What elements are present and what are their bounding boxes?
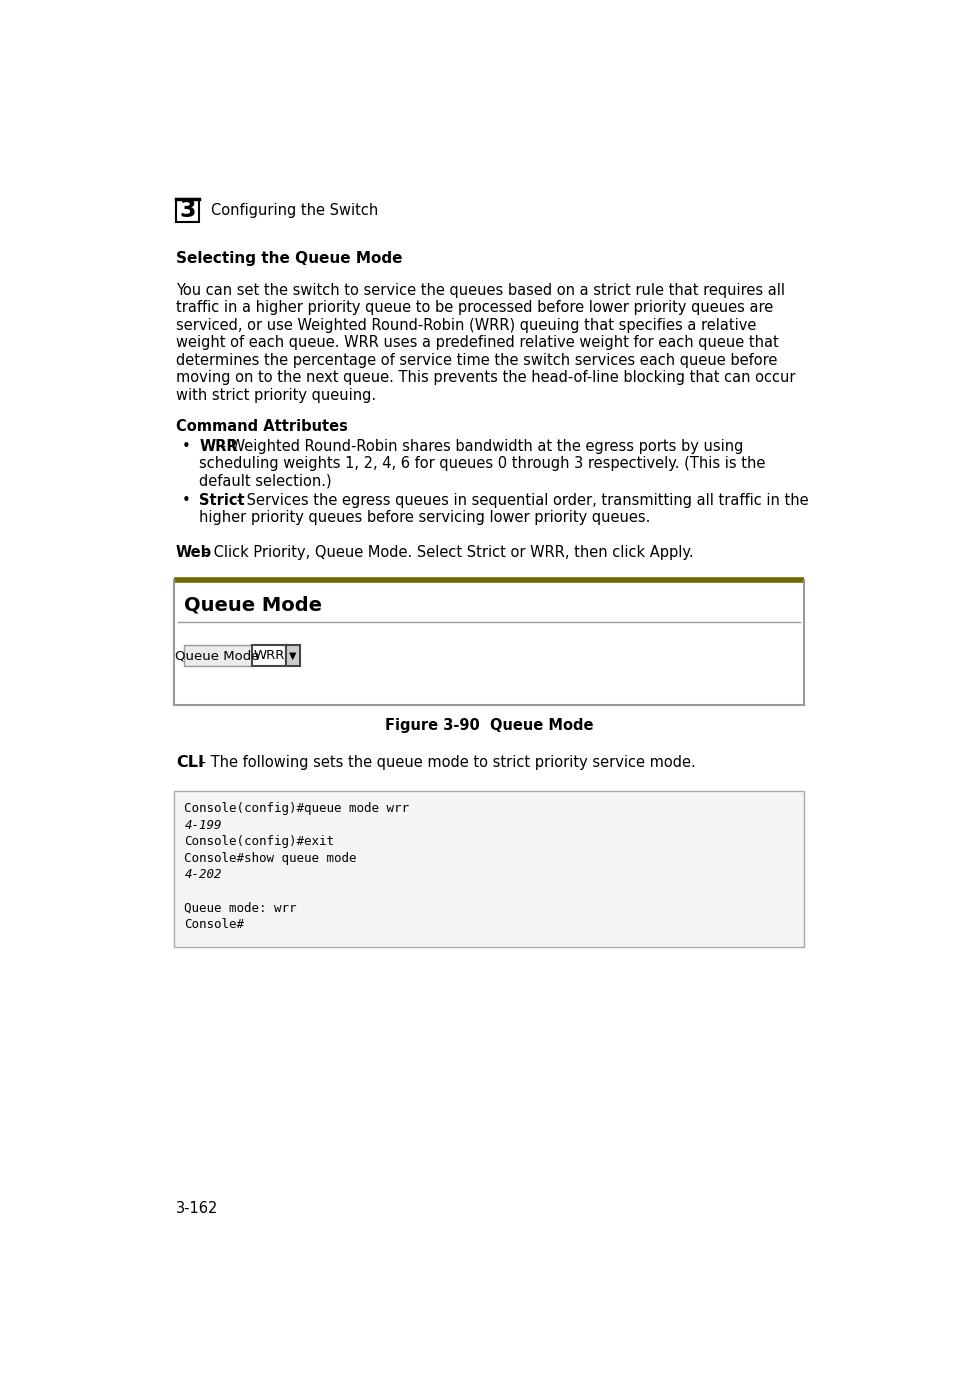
Text: Console#: Console# xyxy=(184,917,244,931)
Text: 3-162: 3-162 xyxy=(175,1201,218,1216)
Text: with strict priority queuing.: with strict priority queuing. xyxy=(175,389,375,403)
Text: WRR: WRR xyxy=(253,650,284,662)
Text: Figure 3-90  Queue Mode: Figure 3-90 Queue Mode xyxy=(385,718,593,733)
Text: higher priority queues before servicing lower priority queues.: higher priority queues before servicing … xyxy=(199,511,650,525)
FancyBboxPatch shape xyxy=(175,198,199,222)
Text: Web: Web xyxy=(175,544,212,559)
Text: - Weighted Round-Robin shares bandwidth at the egress ports by using: - Weighted Round-Robin shares bandwidth … xyxy=(215,439,742,454)
Text: Selecting the Queue Mode: Selecting the Queue Mode xyxy=(175,251,402,266)
Text: ▼: ▼ xyxy=(289,651,296,661)
FancyBboxPatch shape xyxy=(174,791,803,947)
Text: Console#show queue mode: Console#show queue mode xyxy=(184,852,356,865)
Text: •: • xyxy=(182,439,191,454)
Text: Console(config)#exit: Console(config)#exit xyxy=(184,836,334,848)
Text: Command Attributes: Command Attributes xyxy=(175,419,347,434)
Text: scheduling weights 1, 2, 4, 6 for queues 0 through 3 respectively. (This is the: scheduling weights 1, 2, 4, 6 for queues… xyxy=(199,457,764,471)
Text: 4-199: 4-199 xyxy=(184,819,222,831)
Text: 4-202: 4-202 xyxy=(184,869,222,881)
Text: Queue mode: wrr: Queue mode: wrr xyxy=(184,902,296,915)
Text: serviced, or use Weighted Round-Robin (WRR) queuing that specifies a relative: serviced, or use Weighted Round-Robin (W… xyxy=(175,318,756,333)
Text: - Services the egress queues in sequential order, transmitting all traffic in th: - Services the egress queues in sequenti… xyxy=(232,493,808,508)
Text: •: • xyxy=(182,493,191,508)
Text: Strict: Strict xyxy=(199,493,244,508)
Text: – The following sets the queue mode to strict priority service mode.: – The following sets the queue mode to s… xyxy=(194,755,696,770)
Text: moving on to the next queue. This prevents the head-of-line blocking that can oc: moving on to the next queue. This preven… xyxy=(175,371,795,386)
Text: traffic in a higher priority queue to be processed before lower priority queues : traffic in a higher priority queue to be… xyxy=(175,300,772,315)
Text: Queue Mode: Queue Mode xyxy=(183,595,321,615)
Text: CLI: CLI xyxy=(175,755,204,770)
Text: Configuring the Switch: Configuring the Switch xyxy=(211,203,377,218)
Text: determines the percentage of service time the switch services each queue before: determines the percentage of service tim… xyxy=(175,353,777,368)
FancyBboxPatch shape xyxy=(252,645,286,666)
Text: 3: 3 xyxy=(179,198,195,222)
Text: You can set the switch to service the queues based on a strict rule that require: You can set the switch to service the qu… xyxy=(175,283,784,297)
Text: Queue Mode: Queue Mode xyxy=(175,650,259,662)
FancyBboxPatch shape xyxy=(286,645,299,666)
Text: Console(config)#queue mode wrr: Console(config)#queue mode wrr xyxy=(184,802,409,815)
Text: weight of each queue. WRR uses a predefined relative weight for each queue that: weight of each queue. WRR uses a predefi… xyxy=(175,336,778,350)
Text: default selection.): default selection.) xyxy=(199,473,332,489)
Text: WRR: WRR xyxy=(199,439,237,454)
Text: – Click Priority, Queue Mode. Select Strict or WRR, then click Apply.: – Click Priority, Queue Mode. Select Str… xyxy=(196,544,693,559)
FancyBboxPatch shape xyxy=(183,645,252,666)
